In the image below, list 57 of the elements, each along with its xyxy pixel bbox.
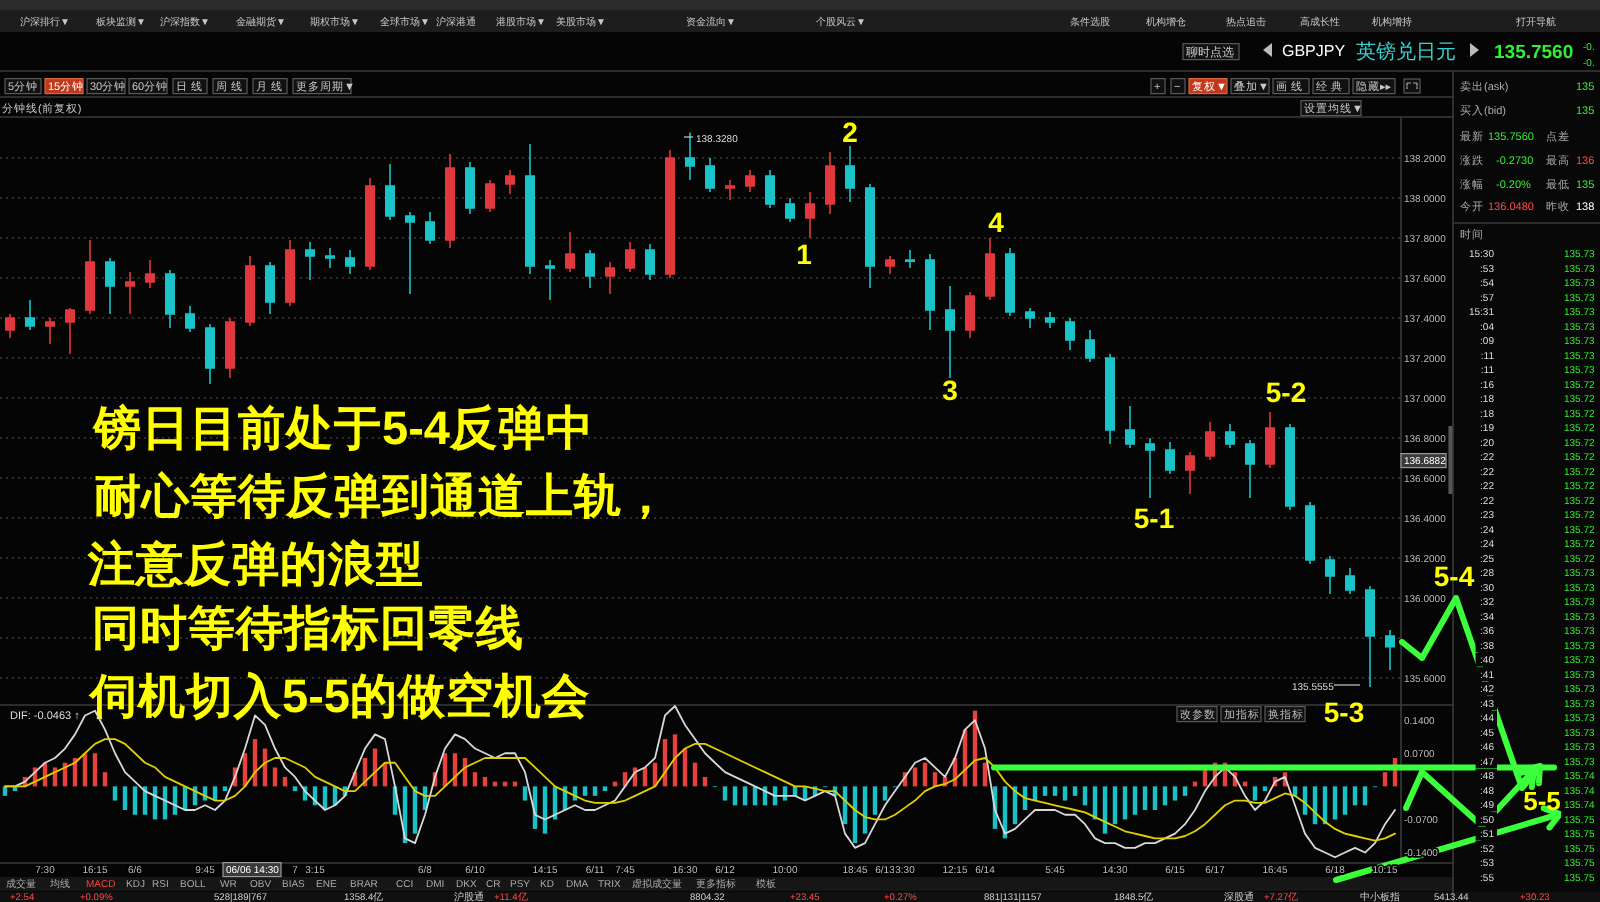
bar (1252, 786, 1258, 801)
bar (1052, 786, 1058, 796)
bar (1072, 786, 1078, 796)
bar (122, 786, 128, 810)
bar (882, 786, 888, 801)
annotation: 3 (942, 374, 959, 406)
annotation: 注意反弹的浪型 (86, 538, 424, 590)
bar (1162, 786, 1168, 806)
text: 5-4 (1433, 560, 1475, 592)
annotation: 5-3 (1323, 696, 1365, 728)
bar (722, 786, 728, 801)
annotation: 1 (796, 238, 813, 270)
bar (732, 786, 738, 806)
bar (872, 786, 878, 815)
line-series (4, 738, 1396, 842)
bar (222, 786, 228, 792)
bar (272, 767, 278, 787)
bar (1262, 786, 1268, 792)
bar (582, 786, 588, 796)
bar (1382, 772, 1388, 787)
annotation: 5-1 (1133, 502, 1175, 534)
bar (1362, 786, 1368, 806)
bar (1042, 786, 1048, 796)
bar (1132, 786, 1138, 815)
annotation: 2 (842, 116, 859, 148)
bar (1352, 786, 1358, 806)
bar (912, 767, 918, 787)
bar (1182, 786, 1188, 796)
bar (1342, 786, 1348, 815)
chart-subtitle: 英镑兑日元 (1356, 40, 1456, 64)
annotation: 镑日目前处于5-4反弹中 (92, 402, 594, 454)
bar (1082, 786, 1088, 806)
bar (592, 786, 598, 796)
text: 5-5 (1523, 786, 1561, 816)
bar (1142, 786, 1148, 810)
bar (112, 786, 118, 801)
bar (1172, 786, 1178, 801)
bar (1112, 786, 1118, 825)
bar (1332, 786, 1338, 820)
bar (102, 772, 108, 787)
annotation: 5-2 (1265, 376, 1307, 408)
bar (472, 772, 478, 787)
bar (1062, 786, 1068, 801)
annotation: 伺机切入5-5的做空机会 (88, 670, 590, 722)
chart-title: GBPJPY (1282, 42, 1347, 60)
bar (742, 786, 748, 806)
bar (1122, 786, 1128, 820)
text: 135.7560 (1494, 42, 1574, 64)
annotation: 4 (988, 206, 1005, 238)
annotation: 耐心等待反弹到通道上轨， (94, 470, 670, 522)
bar (602, 786, 608, 792)
bar (92, 753, 98, 787)
bar (292, 786, 298, 792)
bar (1152, 786, 1158, 810)
bar (132, 786, 138, 815)
bar (522, 786, 528, 801)
annotation: 同时等待指标回零线 (92, 602, 524, 654)
